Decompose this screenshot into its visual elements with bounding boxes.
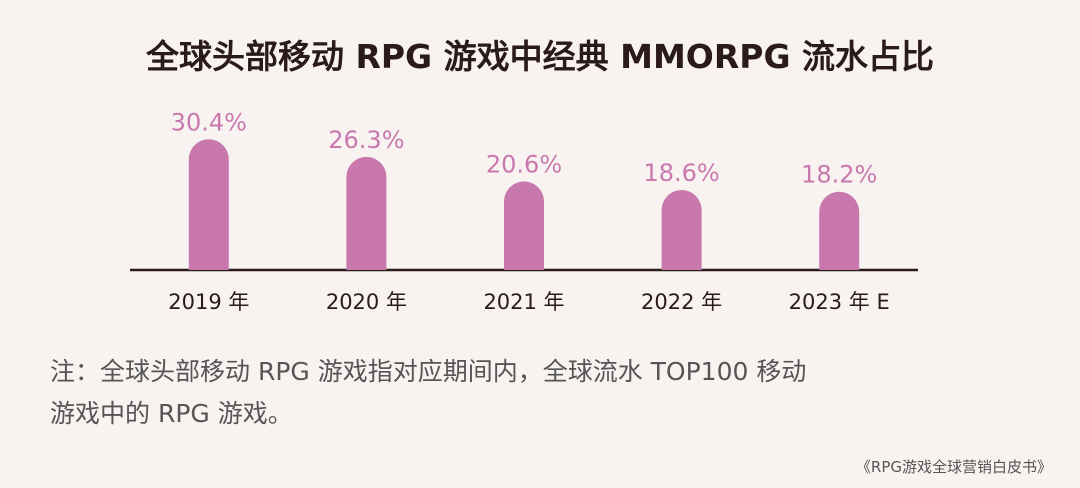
value-label: 18.2% — [801, 161, 877, 189]
bar — [504, 181, 544, 270]
value-label: 18.6% — [643, 159, 719, 187]
bar — [188, 139, 229, 270]
chart: 30.4% 2019 年 26.3% 2020 年 20.6% 2021 年 18.6% 20… — [130, 108, 918, 314]
value-label: 20.6% — [486, 150, 562, 178]
x-tick-label: 2022 年 — [641, 290, 722, 314]
note: 游戏中的 RPG 游戏。 — [50, 399, 293, 428]
x-tick-label: 2023 年 E — [789, 290, 890, 314]
value-label: 26.3% — [328, 126, 404, 154]
chart-title: 全球头部移动 RPG 游戏中经典 MMORPG 流水占比 — [145, 37, 935, 76]
bar — [819, 191, 860, 270]
source: 《RPG游戏全球营销白皮书》 — [855, 458, 1052, 476]
note: 注：全球头部移动 RPG 游戏指对应期间内，全球流水 TOP100 移动 — [50, 357, 807, 386]
bar — [346, 156, 387, 270]
x-tick-label: 2019 年 — [168, 290, 249, 314]
value-label: 30.4% — [171, 108, 247, 136]
x-tick-label: 2020 年 — [326, 290, 407, 314]
x-tick-label: 2021 年 — [483, 290, 564, 314]
bar — [661, 190, 702, 270]
